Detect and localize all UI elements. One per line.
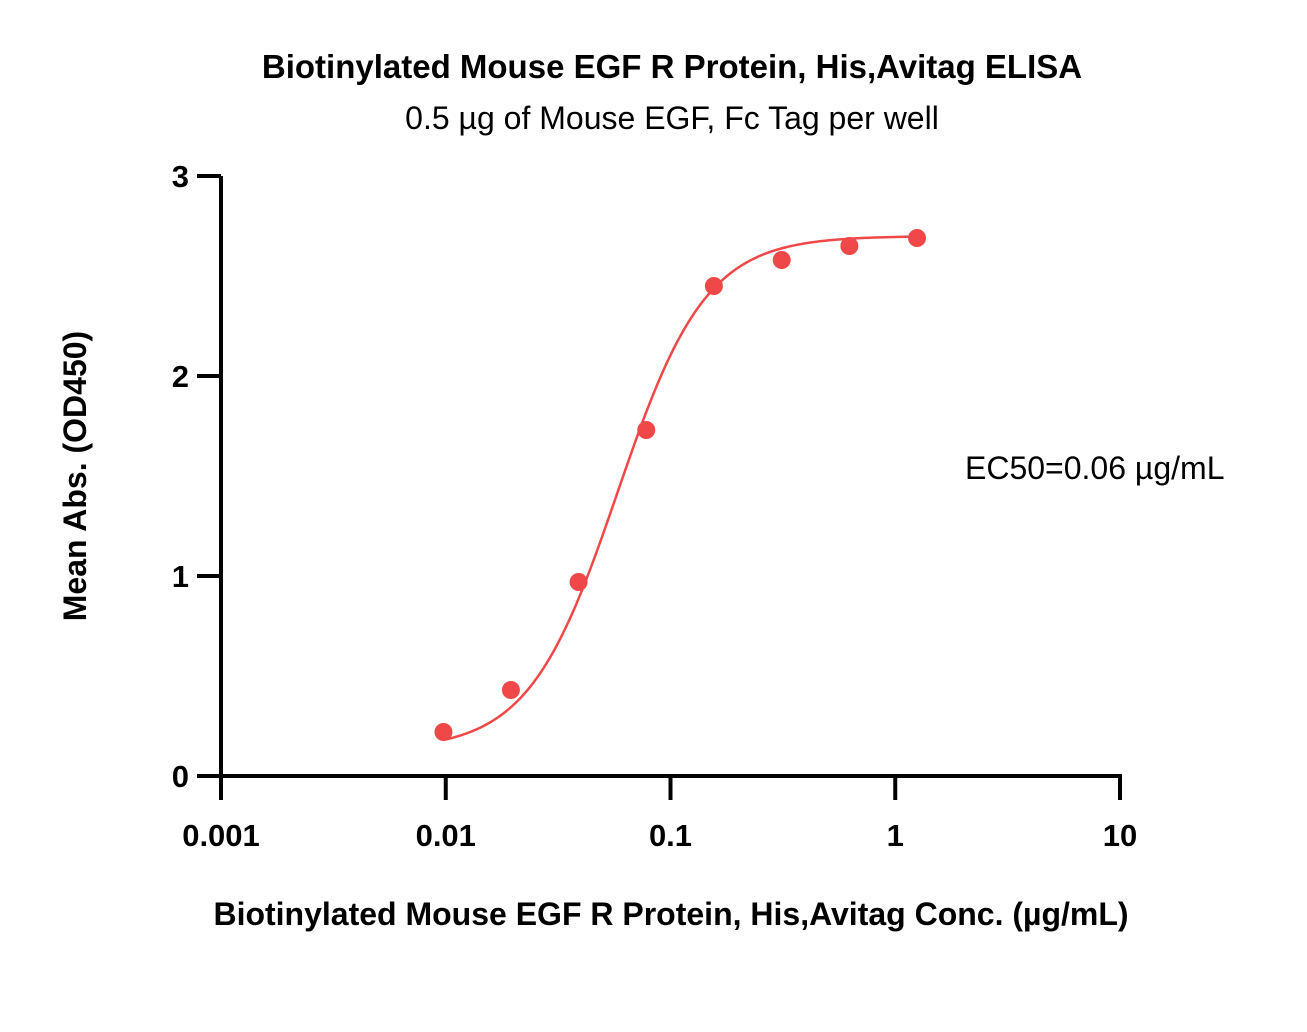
x-tick-label: 10 [1103,818,1137,853]
axis-labels: Biotinylated Mouse EGF R Protein, His,Av… [57,331,1224,932]
x-tick-label: 0.01 [416,818,476,853]
chart-subtitle: 0.5 µg of Mouse EGF, Fc Tag per well [405,100,939,136]
y-tick-label: 0 [172,759,189,794]
y-axis-label: Mean Abs. (OD450) [57,331,93,621]
y-tick-label: 2 [172,359,189,394]
data-point [908,229,927,247]
data-point [569,573,588,591]
data-point [501,681,520,699]
data-point [704,277,723,295]
x-tick-label: 0.1 [649,818,692,853]
x-axis-label: Biotinylated Mouse EGF R Protein, His,Av… [213,896,1128,932]
x-tick-label: 1 [887,818,904,853]
y-tick-label: 3 [172,159,189,194]
fit-curve [443,235,918,742]
axes: 0 1 2 3 0.001 0.01 0.1 1 10 [172,159,1137,853]
ec50-annotation: EC50=0.06 µg/mL [965,450,1224,486]
y-tick-label: 1 [172,559,189,594]
data-point [840,237,859,255]
x-tick-label: 0.001 [182,818,260,853]
data-point [772,251,791,269]
data-point [637,421,656,439]
chart-title: Biotinylated Mouse EGF R Protein, His,Av… [261,48,1083,85]
data-points [434,229,927,741]
data-point [434,723,453,741]
